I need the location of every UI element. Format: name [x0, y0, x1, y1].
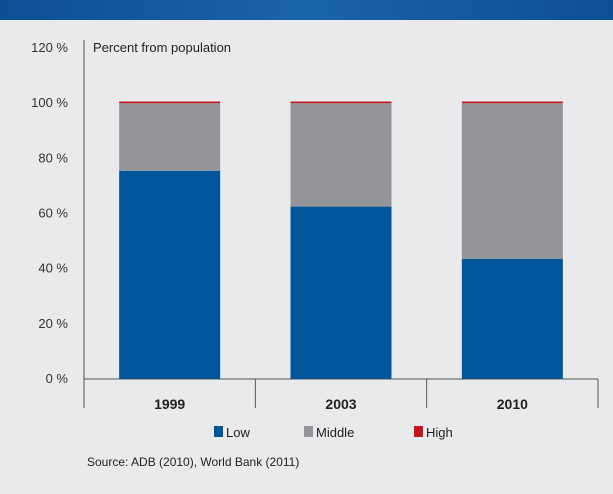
- source-note: Source: ADB (2010), World Bank (2011): [87, 455, 299, 469]
- header-bar: [0, 0, 613, 20]
- y-tick-label: 0 %: [46, 371, 69, 386]
- y-tick-label: 20 %: [38, 316, 68, 331]
- bar-low-2010: [461, 259, 563, 379]
- bar-high-1999: [119, 101, 221, 104]
- bar-high-2003: [290, 101, 392, 104]
- y-tick-label: 80 %: [38, 150, 68, 165]
- bar-high-2010: [461, 101, 563, 104]
- y-tick-label: 40 %: [38, 261, 68, 276]
- legend-swatch-low: [214, 426, 223, 437]
- y-tick-label: 100 %: [31, 95, 68, 110]
- legend-label-middle: Middle: [316, 425, 354, 440]
- x-tick-label: 1999: [154, 396, 185, 412]
- y-tick-label: 60 %: [38, 206, 68, 221]
- y-axis-title: Percent from population: [93, 40, 231, 55]
- legend-swatch-middle: [304, 426, 313, 437]
- bar-middle-2010: [461, 103, 563, 260]
- legend-label-high: High: [426, 425, 453, 440]
- bar-middle-2003: [290, 103, 392, 207]
- legend-swatch-high: [414, 426, 423, 437]
- legend-label-low: Low: [226, 425, 250, 440]
- bar-middle-1999: [119, 103, 221, 171]
- x-tick-label: 2003: [325, 396, 356, 412]
- bar-low-1999: [119, 170, 221, 379]
- x-tick-label: 2010: [497, 396, 528, 412]
- y-tick-label: 120 %: [31, 40, 68, 55]
- bar-low-2003: [290, 206, 392, 379]
